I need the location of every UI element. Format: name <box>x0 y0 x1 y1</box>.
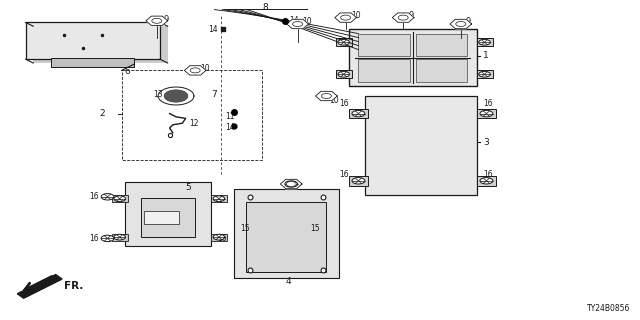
Bar <box>416 59 467 82</box>
Circle shape <box>340 15 351 20</box>
Text: 8: 8 <box>263 3 268 12</box>
Circle shape <box>338 71 349 77</box>
Circle shape <box>114 234 125 240</box>
Bar <box>477 70 493 78</box>
Bar <box>211 234 227 241</box>
Text: 16: 16 <box>483 100 493 108</box>
Circle shape <box>480 178 493 184</box>
Text: 10: 10 <box>302 17 312 26</box>
Bar <box>365 96 477 195</box>
Bar <box>416 34 467 56</box>
Circle shape <box>152 18 162 23</box>
Bar <box>477 109 496 118</box>
Text: 9: 9 <box>163 15 168 24</box>
Bar <box>477 38 493 46</box>
Polygon shape <box>17 275 62 298</box>
Polygon shape <box>287 19 308 29</box>
Circle shape <box>480 110 493 117</box>
Circle shape <box>352 110 365 117</box>
Polygon shape <box>280 179 302 189</box>
Polygon shape <box>335 13 356 22</box>
Bar <box>26 22 160 59</box>
Polygon shape <box>164 90 188 102</box>
Text: 14: 14 <box>289 16 299 25</box>
Text: 6: 6 <box>125 68 131 76</box>
Circle shape <box>479 39 490 45</box>
Polygon shape <box>392 13 414 22</box>
Text: 2: 2 <box>99 109 105 118</box>
Bar <box>336 70 352 78</box>
Text: 9: 9 <box>408 11 413 20</box>
Text: 5: 5 <box>186 183 191 192</box>
Circle shape <box>190 68 200 73</box>
Text: 16: 16 <box>90 234 99 243</box>
Circle shape <box>101 235 114 242</box>
Bar <box>234 189 339 278</box>
Bar <box>358 59 410 82</box>
Bar <box>349 109 368 118</box>
Bar <box>125 182 211 246</box>
Bar <box>112 195 128 202</box>
Text: 11: 11 <box>225 112 235 121</box>
Bar <box>144 211 179 224</box>
Bar <box>122 70 262 160</box>
Circle shape <box>213 234 225 240</box>
Text: 4: 4 <box>285 277 291 286</box>
Circle shape <box>114 196 125 202</box>
Text: 12: 12 <box>189 119 198 128</box>
Circle shape <box>398 15 408 20</box>
Polygon shape <box>184 66 206 75</box>
Polygon shape <box>146 16 168 26</box>
Text: 1: 1 <box>483 52 489 60</box>
Bar <box>211 195 227 202</box>
Circle shape <box>286 181 296 187</box>
Circle shape <box>352 178 365 184</box>
Circle shape <box>338 39 349 45</box>
Circle shape <box>213 196 225 202</box>
Bar <box>349 176 368 186</box>
Circle shape <box>456 21 466 27</box>
Text: 15: 15 <box>310 224 320 233</box>
Text: 16: 16 <box>339 100 349 108</box>
Bar <box>33 26 168 63</box>
Text: FR.: FR. <box>64 281 83 292</box>
Text: 15: 15 <box>240 224 250 233</box>
Polygon shape <box>450 19 472 29</box>
Bar <box>477 176 496 186</box>
Circle shape <box>479 71 490 77</box>
Bar <box>246 202 326 272</box>
Circle shape <box>101 194 114 200</box>
Text: TY24B0856: TY24B0856 <box>587 304 630 313</box>
Polygon shape <box>316 91 337 101</box>
Circle shape <box>292 21 303 27</box>
Text: 10: 10 <box>351 11 360 20</box>
Text: 10: 10 <box>200 64 210 73</box>
Bar <box>336 38 352 46</box>
Text: 14: 14 <box>208 25 218 34</box>
Text: 9: 9 <box>466 17 471 26</box>
Circle shape <box>285 181 298 187</box>
Text: 3: 3 <box>483 138 489 147</box>
Text: 7: 7 <box>211 90 217 99</box>
Bar <box>112 234 128 241</box>
Bar <box>141 198 195 237</box>
Text: 16: 16 <box>339 170 349 179</box>
Text: 13: 13 <box>154 90 163 99</box>
Text: 14: 14 <box>225 124 235 132</box>
Text: 10: 10 <box>330 96 339 105</box>
Bar <box>51 58 134 67</box>
Text: 16: 16 <box>218 234 227 243</box>
Text: 16: 16 <box>90 192 99 201</box>
Circle shape <box>321 93 332 99</box>
Bar <box>349 29 477 86</box>
Text: 16: 16 <box>483 170 493 179</box>
Bar <box>358 34 410 56</box>
